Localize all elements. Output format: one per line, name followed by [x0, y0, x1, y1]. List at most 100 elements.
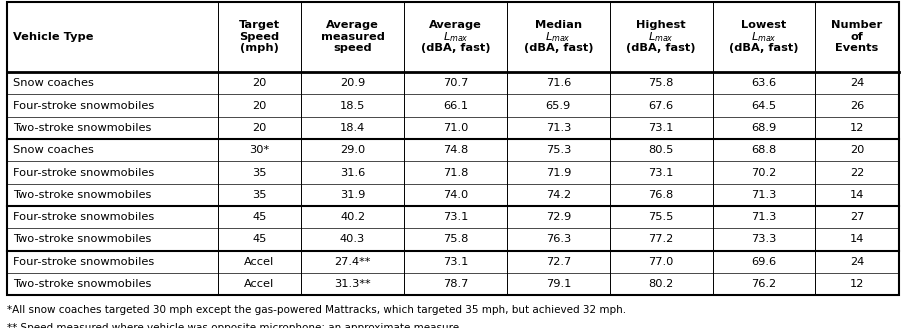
- Text: $L_{max}$: $L_{max}$: [751, 30, 777, 44]
- Text: Two-stroke snowmobiles: Two-stroke snowmobiles: [13, 123, 151, 133]
- Text: (dBA, fast): (dBA, fast): [420, 43, 490, 53]
- Text: (dBA, fast): (dBA, fast): [729, 43, 799, 53]
- Text: 75.5: 75.5: [649, 212, 674, 222]
- Text: 68.9: 68.9: [751, 123, 776, 133]
- Text: 71.8: 71.8: [443, 168, 468, 177]
- Text: Speed: Speed: [239, 32, 280, 42]
- Text: Snow coaches: Snow coaches: [13, 78, 93, 88]
- Text: (mph): (mph): [240, 43, 279, 53]
- Text: 71.9: 71.9: [545, 168, 571, 177]
- Text: 22: 22: [850, 168, 864, 177]
- Text: 14: 14: [850, 235, 864, 244]
- Text: 73.1: 73.1: [443, 257, 468, 267]
- Text: 75.8: 75.8: [443, 235, 468, 244]
- Text: speed: speed: [333, 43, 371, 53]
- Text: 35: 35: [252, 190, 266, 200]
- Text: 24: 24: [850, 257, 864, 267]
- Text: *All snow coaches targeted 30 mph except the gas-powered Mattracks, which target: *All snow coaches targeted 30 mph except…: [7, 305, 626, 315]
- Text: 20: 20: [253, 101, 266, 111]
- Text: $L_{max}$: $L_{max}$: [442, 30, 468, 44]
- Text: 24: 24: [850, 78, 864, 88]
- Text: 45: 45: [253, 235, 266, 244]
- Text: 72.9: 72.9: [545, 212, 571, 222]
- Text: Accel: Accel: [245, 279, 275, 289]
- Text: of: of: [851, 32, 863, 42]
- Text: 26: 26: [850, 101, 864, 111]
- Text: Snow coaches: Snow coaches: [13, 145, 93, 155]
- Text: 73.3: 73.3: [751, 235, 776, 244]
- Text: $L_{max}$: $L_{max}$: [545, 30, 571, 44]
- Text: 72.7: 72.7: [545, 257, 571, 267]
- Text: 65.9: 65.9: [545, 101, 571, 111]
- Text: ** Speed measured where vehicle was opposite microphone; an approximate measure.: ** Speed measured where vehicle was oppo…: [7, 323, 463, 328]
- Text: 66.1: 66.1: [443, 101, 468, 111]
- Text: 63.6: 63.6: [751, 78, 776, 88]
- Text: Two-stroke snowmobiles: Two-stroke snowmobiles: [13, 235, 151, 244]
- Text: Average: Average: [429, 20, 482, 31]
- Text: 71.0: 71.0: [443, 123, 468, 133]
- Text: Two-stroke snowmobiles: Two-stroke snowmobiles: [13, 279, 151, 289]
- Text: 71.3: 71.3: [751, 212, 776, 222]
- Text: 76.2: 76.2: [751, 279, 776, 289]
- Text: 35: 35: [252, 168, 266, 177]
- Text: 70.2: 70.2: [751, 168, 776, 177]
- Text: 71.6: 71.6: [545, 78, 571, 88]
- Text: 79.1: 79.1: [545, 279, 571, 289]
- Text: 64.5: 64.5: [751, 101, 776, 111]
- Text: 27: 27: [850, 212, 864, 222]
- Text: 73.1: 73.1: [649, 168, 674, 177]
- Text: Two-stroke snowmobiles: Two-stroke snowmobiles: [13, 190, 151, 200]
- Text: 14: 14: [850, 190, 864, 200]
- Text: 78.7: 78.7: [443, 279, 468, 289]
- Text: 20: 20: [850, 145, 864, 155]
- Text: 20.9: 20.9: [340, 78, 365, 88]
- Text: $L_{max}$: $L_{max}$: [649, 30, 674, 44]
- Text: Vehicle Type: Vehicle Type: [13, 32, 93, 42]
- Text: Highest: Highest: [636, 20, 686, 31]
- Text: 30*: 30*: [249, 145, 270, 155]
- Text: 12: 12: [850, 123, 864, 133]
- Text: 71.3: 71.3: [545, 123, 571, 133]
- Text: 77.0: 77.0: [649, 257, 674, 267]
- Text: 20: 20: [253, 78, 266, 88]
- Text: 70.7: 70.7: [443, 78, 468, 88]
- Text: 80.5: 80.5: [649, 145, 674, 155]
- Text: 68.8: 68.8: [751, 145, 776, 155]
- Text: 20: 20: [253, 123, 266, 133]
- Text: Four-stroke snowmobiles: Four-stroke snowmobiles: [13, 257, 154, 267]
- Text: Four-stroke snowmobiles: Four-stroke snowmobiles: [13, 212, 154, 222]
- Text: Lowest: Lowest: [741, 20, 786, 31]
- Text: 74.0: 74.0: [443, 190, 468, 200]
- Text: 73.1: 73.1: [443, 212, 468, 222]
- Text: (dBA, fast): (dBA, fast): [626, 43, 696, 53]
- Text: Four-stroke snowmobiles: Four-stroke snowmobiles: [13, 168, 154, 177]
- Text: 29.0: 29.0: [340, 145, 365, 155]
- Text: (dBA, fast): (dBA, fast): [524, 43, 593, 53]
- Text: 73.1: 73.1: [649, 123, 674, 133]
- Text: 80.2: 80.2: [649, 279, 674, 289]
- Text: Average: Average: [326, 20, 379, 31]
- Text: Events: Events: [835, 43, 879, 53]
- Text: 18.4: 18.4: [340, 123, 365, 133]
- Text: 45: 45: [253, 212, 266, 222]
- Text: 40.3: 40.3: [340, 235, 365, 244]
- Text: 40.2: 40.2: [340, 212, 365, 222]
- Bar: [7, 2, 899, 295]
- Text: Target: Target: [239, 20, 280, 31]
- Text: 76.3: 76.3: [545, 235, 571, 244]
- Text: Accel: Accel: [245, 257, 275, 267]
- Text: 76.8: 76.8: [649, 190, 674, 200]
- Text: 75.3: 75.3: [545, 145, 571, 155]
- Text: Number: Number: [832, 20, 882, 31]
- Text: 69.6: 69.6: [751, 257, 776, 267]
- Text: 31.9: 31.9: [340, 190, 365, 200]
- Text: 31.3**: 31.3**: [334, 279, 371, 289]
- Text: 74.8: 74.8: [443, 145, 468, 155]
- Text: 75.8: 75.8: [649, 78, 674, 88]
- Text: Median: Median: [535, 20, 582, 31]
- Text: 12: 12: [850, 279, 864, 289]
- Text: 31.6: 31.6: [340, 168, 365, 177]
- Text: 18.5: 18.5: [340, 101, 365, 111]
- Text: measured: measured: [321, 32, 384, 42]
- Text: 27.4**: 27.4**: [334, 257, 371, 267]
